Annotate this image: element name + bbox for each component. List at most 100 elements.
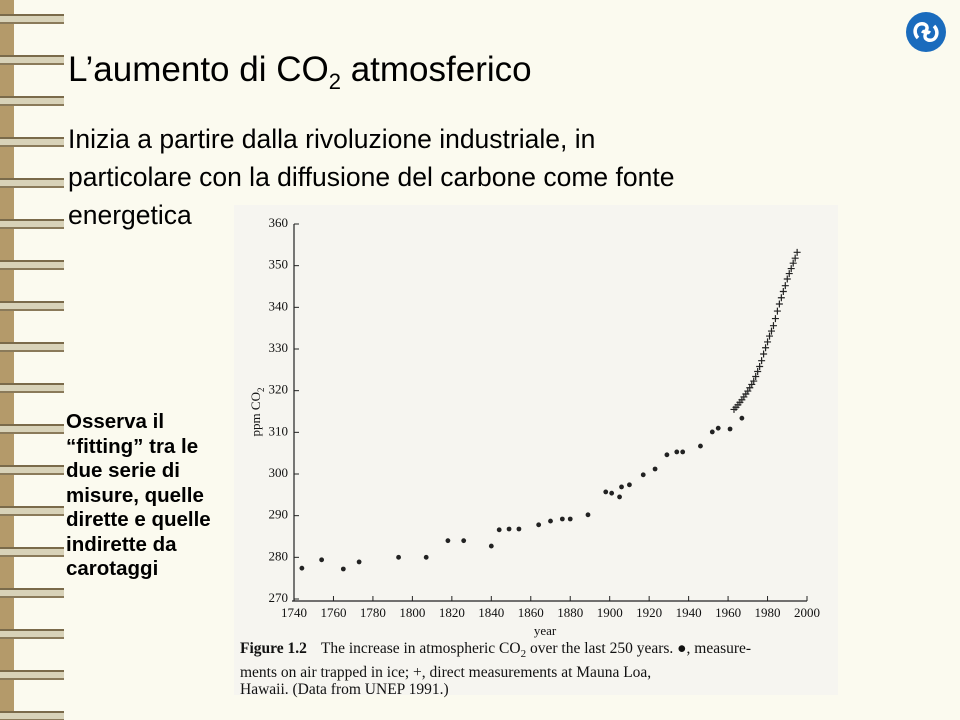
dot-point [739,415,745,421]
side-note-line: indirette da [66,532,177,556]
body-line: particolare con la diffusione del carbon… [68,162,675,192]
x-tick-label: 1840 [478,605,504,620]
dot-point [640,472,646,478]
x-tick-label: 1760 [320,605,346,620]
side-note: Osserva il “fitting” tra le due serie di mi… [66,410,211,582]
title-text: L’aumento di CO [68,50,329,89]
dot-point [445,538,451,544]
x-tick-label: 1900 [597,605,623,620]
dot-point [674,449,680,455]
x-tick-label: 1980 [755,605,781,620]
x-tick-label: 1880 [557,605,583,620]
x-tick-label: 2000 [794,605,820,620]
y-tick-label: 270 [269,590,289,605]
dot-point [709,429,715,435]
x-axis-label: year [534,623,557,638]
figure-caption: Figure 1.2 The increase in atmospheric CO… [240,640,751,699]
plus-point [787,265,795,273]
dot-point [664,452,670,458]
dot-point [396,554,401,560]
figure-background [234,205,838,695]
dot-point [319,557,325,563]
dot-point [340,566,346,572]
title-subscript: 2 [328,69,341,94]
plus-point [775,300,783,308]
plus-point [760,350,768,358]
y-axis-label-subscript: 2 [256,388,266,393]
y-tick-label: 280 [269,548,289,563]
dot-point [506,526,512,532]
plus-point [754,368,762,375]
plus-point [769,322,777,330]
side-note-line: Osserva il [66,410,165,433]
plus-point [762,344,770,352]
x-tick-label: 1740 [281,605,307,620]
plus-point [793,248,801,256]
x-tick-label: 1800 [399,605,425,620]
x-tick-label: 1860 [518,605,544,620]
plus-point [791,254,799,262]
dot-point [652,466,658,472]
dot-point [617,494,622,500]
dot-point [536,522,542,528]
x-tick-label: 1820 [439,605,465,620]
dot-point [516,526,522,532]
y-tick-label: 330 [269,340,289,355]
plus-point [781,282,789,290]
body-line: Inizia a partire dalla rivoluzione indus… [68,124,596,154]
side-note-line: misure, quelle [66,483,204,507]
caption-text: The increase in atmospheric CO [320,640,521,657]
plus-point [752,373,760,380]
dot-point [559,516,565,522]
logo-mark [913,22,939,42]
y-tick-label: 310 [269,423,289,438]
plus-point [771,315,779,323]
caption-line: Figure 1.2 The increase in atmospheric CO… [240,640,751,664]
dot-point [619,484,624,490]
dot-point [488,543,494,549]
plus-point [777,294,785,302]
body-text: Inizia a partire dalla rivoluzione indus… [68,120,674,234]
caption-label: Figure 1.2 [240,640,307,657]
plus-point [764,338,772,346]
x-tick-label: 1960 [715,605,741,620]
caption-line: Hawaii. (Data from UNEP 1991.) [240,681,449,699]
slide-title: L’aumento di CO2 atmosferico [68,50,532,95]
dot-point [461,538,467,544]
plus-point [758,357,766,365]
x-tick-label: 1780 [360,605,386,620]
plus-point [766,332,774,340]
side-note-line: “fitting” tra le [66,434,199,458]
caption-text: over the last 250 years. ●, measure- [529,640,752,657]
dot-point [423,554,429,560]
plus-point [767,327,775,335]
side-note-line: carotaggi [66,557,159,580]
dot-point [548,518,553,524]
plus-point [750,377,758,385]
plus-point [785,270,793,278]
dot-point [609,490,615,496]
caption-line: ments on air trapped in ice; +, direct m… [240,663,652,681]
dot-point [680,449,686,455]
y-axis-label: ppm CO2 [248,388,266,437]
dot-point [715,425,721,431]
binder-rings [0,0,70,720]
y-tick-label: 340 [269,298,289,313]
dot-point [627,482,632,488]
side-note-line: dirette e quelle [66,508,211,531]
y-tick-label: 320 [269,382,289,397]
plus-point [756,363,764,370]
caption-subscript: 2 [520,648,527,661]
x-tick-label: 1920 [636,605,662,620]
x-tick-label: 1940 [676,605,702,620]
plus-point [773,307,781,315]
dot-point [299,565,305,571]
y-tick-label: 350 [269,257,289,272]
dot-point [603,489,609,495]
dot-point [496,527,502,533]
side-note-line: due serie di [66,459,180,482]
plus-point [779,288,787,295]
title-rest: atmosferico [350,50,532,89]
y-tick-label: 360 [269,215,289,230]
